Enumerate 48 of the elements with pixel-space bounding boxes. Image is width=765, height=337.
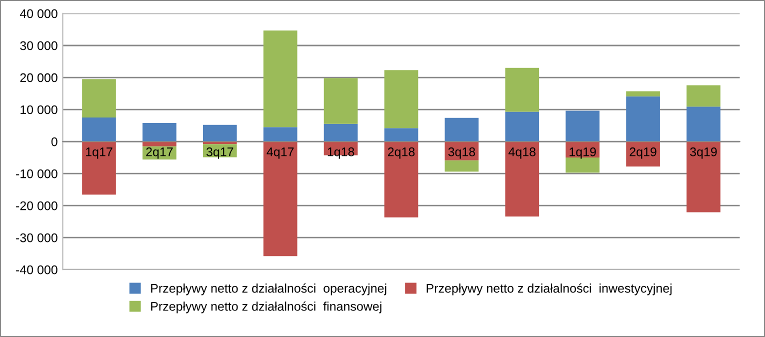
x-tick-label: 2q19 bbox=[630, 147, 656, 159]
x-tick-label: 3q17 bbox=[206, 147, 234, 159]
x-tick-label: 3q19 bbox=[690, 147, 717, 159]
y-tick-label: 0 bbox=[51, 137, 58, 146]
bar bbox=[324, 78, 358, 124]
legend-label: Przepływy netto z działalności inwestycyjnej bbox=[426, 283, 672, 296]
bar bbox=[384, 128, 418, 142]
bar bbox=[142, 122, 176, 142]
bar bbox=[82, 79, 116, 118]
bar bbox=[263, 142, 298, 256]
y-tick-label: 40 000 bbox=[20, 9, 58, 18]
bar bbox=[626, 96, 660, 142]
bar bbox=[686, 106, 720, 142]
bar bbox=[384, 142, 418, 218]
bar bbox=[626, 91, 660, 96]
x-tick-label: 2q17 bbox=[146, 147, 173, 159]
y-tick-label: 30 000 bbox=[20, 41, 58, 50]
bar bbox=[384, 70, 418, 128]
bar bbox=[566, 158, 600, 173]
y-tick-label: -40 000 bbox=[16, 265, 58, 274]
bar bbox=[505, 112, 540, 142]
bar bbox=[505, 142, 540, 216]
bar bbox=[444, 118, 479, 142]
x-tick-label: 1q17 bbox=[86, 148, 112, 159]
x-tick-label: 4q18 bbox=[508, 147, 536, 159]
bar bbox=[444, 160, 479, 172]
bar bbox=[686, 142, 720, 212]
bar bbox=[686, 85, 720, 107]
x-tick-label: 4q17 bbox=[266, 148, 294, 159]
y-tick-label: 20 000 bbox=[20, 73, 58, 82]
x-tick-label: 3q18 bbox=[448, 147, 476, 159]
y-tick-label: -30 000 bbox=[16, 233, 58, 242]
y-tick-label: 10 000 bbox=[20, 105, 58, 114]
y-tick-label: -10 000 bbox=[16, 169, 58, 178]
bar bbox=[82, 142, 116, 195]
bar bbox=[263, 30, 298, 128]
bar bbox=[82, 118, 116, 142]
bar bbox=[324, 124, 358, 142]
legend-label: Przepływy netto z działalności finansowej bbox=[151, 301, 382, 314]
y-tick-label: -20 000 bbox=[16, 201, 58, 210]
bar bbox=[566, 110, 600, 142]
x-tick-label: 1q19 bbox=[570, 147, 596, 159]
bar bbox=[505, 68, 540, 112]
bar bbox=[142, 142, 176, 146]
x-tick-label: 2q18 bbox=[388, 147, 415, 159]
legend-label: Przepływy netto z działalności operacyjnej bbox=[151, 283, 386, 296]
bar bbox=[202, 124, 237, 142]
bar bbox=[263, 127, 298, 142]
